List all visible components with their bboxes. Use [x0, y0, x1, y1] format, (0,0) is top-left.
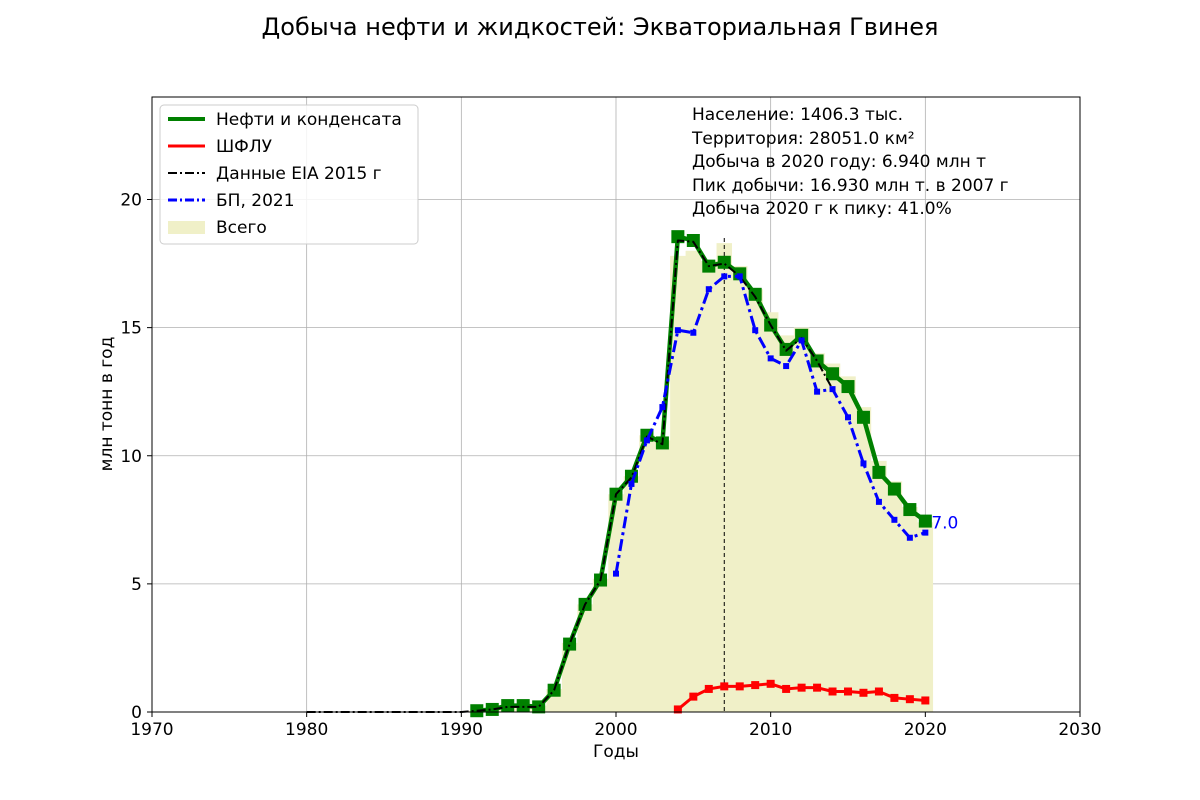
data-point-oil	[826, 367, 840, 381]
data-point-ngl	[859, 688, 868, 697]
data-point-oil	[516, 699, 530, 713]
series-layer	[306, 230, 932, 718]
data-point-ngl	[828, 687, 837, 696]
x-tick-label: 2000	[594, 720, 637, 740]
info-block: Население: 1406.3 тыс. Территория: 28051…	[691, 105, 1009, 219]
total-area-fill	[469, 243, 934, 712]
data-point-oil	[841, 380, 855, 394]
x-tick-label: 1990	[440, 720, 483, 740]
x-tick-label: 1970	[130, 720, 173, 740]
y-tick-label: 20	[120, 191, 142, 211]
data-point-ngl	[844, 687, 852, 696]
info-territory: Территория: 28051.0 км²	[691, 129, 915, 149]
end-value-label: 7.0	[931, 514, 958, 534]
data-point-ngl	[813, 683, 822, 692]
y-tick-label: 10	[120, 447, 142, 467]
data-point-bp	[767, 355, 774, 362]
legend-label-total: Всего	[216, 218, 267, 238]
y-ticks: 0 5 10 15 20	[120, 191, 152, 723]
data-point-ngl	[905, 695, 914, 704]
data-point-ngl	[874, 687, 883, 696]
data-point-oil	[887, 482, 901, 496]
data-point-ngl	[735, 682, 744, 691]
data-point-bp	[736, 273, 743, 280]
data-point-oil	[903, 503, 917, 517]
data-point-ngl	[921, 696, 930, 705]
data-point-bp	[690, 329, 697, 336]
data-point-bp	[891, 516, 898, 523]
data-point-bp	[875, 498, 882, 505]
data-point-ngl	[720, 682, 729, 691]
data-point-oil	[872, 465, 886, 479]
data-point-oil	[563, 637, 577, 651]
legend-box	[159, 104, 419, 245]
data-point-bp	[814, 388, 821, 395]
data-point-bp	[906, 534, 913, 541]
legend-swatch-total	[168, 221, 205, 234]
x-tick-label: 2030	[1058, 720, 1101, 740]
series-ngl	[673, 679, 930, 714]
data-point-bp	[705, 286, 712, 293]
y-tick-label: 0	[131, 703, 142, 723]
data-point-ngl	[751, 681, 760, 690]
data-point-oil	[748, 287, 762, 301]
info-population: Население: 1406.3 тыс.	[692, 105, 903, 125]
data-point-ngl	[890, 693, 899, 702]
y-tick-label: 5	[131, 575, 142, 595]
legend-label-eia: Данные EIA 2015 г	[216, 164, 382, 184]
data-point-bp	[628, 480, 635, 487]
data-point-bp	[922, 529, 929, 536]
x-ticks: 1970 1980 1990 2000 2010 2020 2030	[130, 712, 1102, 740]
x-tick-label: 2020	[904, 720, 947, 740]
data-point-oil	[686, 234, 700, 247]
data-point-bp	[643, 437, 650, 444]
data-point-bp	[674, 327, 681, 334]
data-point-ngl	[797, 683, 806, 692]
y-axis-label: млн тонн в год	[97, 337, 117, 472]
data-point-bp	[829, 386, 836, 393]
x-tick-label: 2010	[749, 720, 792, 740]
total-area	[469, 243, 934, 712]
y-tick-label: 15	[120, 319, 142, 339]
data-point-oil	[918, 514, 932, 528]
data-point-bp	[845, 414, 851, 421]
data-point-ngl	[704, 684, 713, 693]
data-point-oil	[501, 699, 515, 713]
legend-label-bp: БП, 2021	[216, 191, 295, 211]
data-point-oil	[717, 255, 731, 269]
chart-title: Добыча нефти и жидкостей: Экваториальная…	[262, 13, 939, 41]
data-point-ngl	[673, 705, 682, 714]
data-point-oil	[532, 700, 546, 714]
data-point-oil	[856, 410, 870, 424]
legend: Нефти и конденсата ШФЛУ Данные EIA 2015 …	[159, 104, 419, 245]
info-peak: Пик добычи: 16.930 млн т. в 2007 г	[692, 176, 1009, 196]
legend-label-oil: Нефти и конденсата	[216, 110, 402, 130]
data-point-ngl	[782, 684, 791, 693]
data-point-ngl	[689, 692, 698, 701]
data-point-bp	[798, 337, 805, 344]
legend-label-ngl: ШФЛУ	[216, 137, 273, 157]
data-point-oil	[795, 328, 809, 342]
data-point-bp	[613, 570, 619, 577]
x-tick-label: 1980	[285, 720, 328, 740]
x-axis-label: Годы	[593, 742, 639, 762]
data-point-bp	[783, 363, 790, 370]
data-point-bp	[659, 404, 666, 411]
data-point-oil	[810, 354, 824, 368]
data-point-bp	[860, 460, 867, 467]
data-point-oil	[485, 702, 499, 716]
data-point-ngl	[766, 679, 775, 688]
info-production-2020: Добыча в 2020 году: 6.940 млн т	[692, 152, 986, 172]
data-point-bp	[752, 327, 759, 334]
info-ratio: Добыча 2020 г к пику: 41.0%	[692, 199, 952, 219]
series-bp	[613, 273, 929, 577]
data-point-bp	[721, 273, 728, 280]
